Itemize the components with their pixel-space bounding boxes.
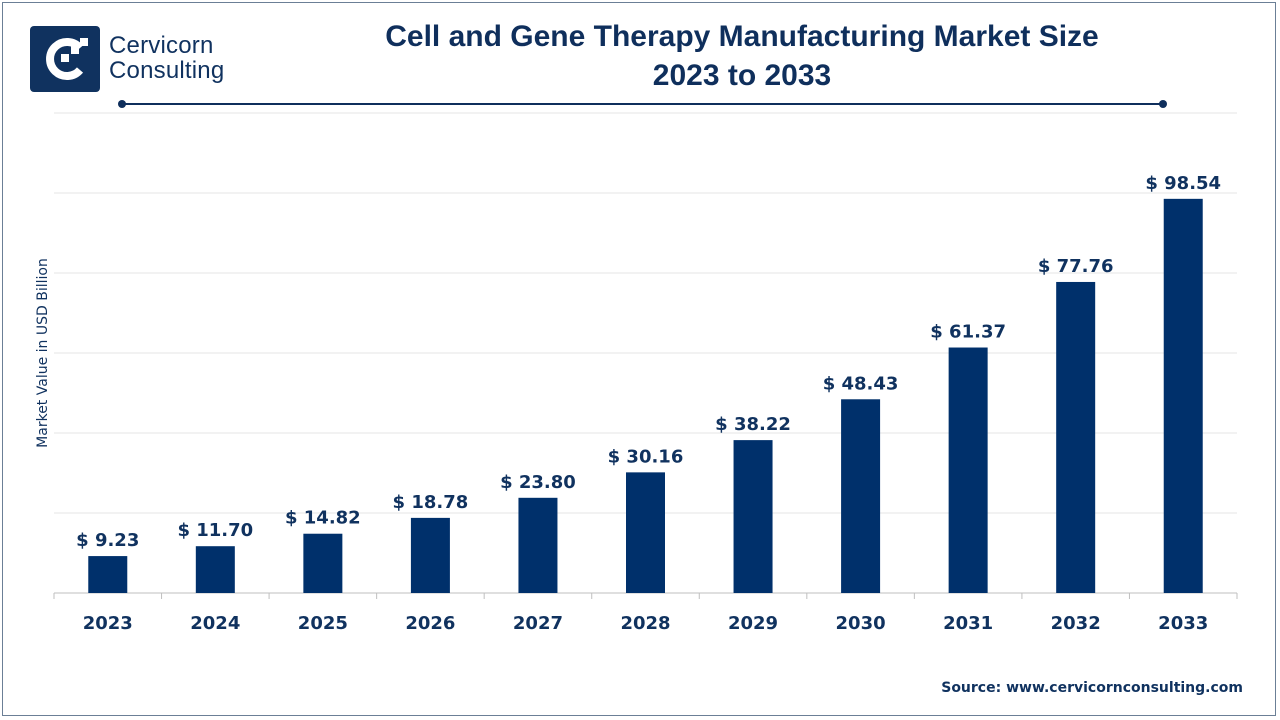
divider-dot-left (118, 100, 126, 108)
x-tick-label: 2025 (298, 613, 348, 634)
data-label: $ 18.78 (393, 492, 469, 513)
data-label: $ 61.37 (930, 322, 1006, 343)
x-tick-label: 2024 (190, 613, 240, 634)
bar (195, 546, 235, 593)
data-label: $ 30.16 (608, 446, 684, 467)
x-tick-label: 2028 (620, 613, 670, 634)
x-tick-label: 2033 (1158, 613, 1208, 634)
bar (518, 497, 558, 593)
bar (1056, 281, 1096, 593)
bar (841, 399, 881, 593)
x-tick-label: 2023 (83, 613, 133, 634)
data-label: $ 9.23 (76, 530, 139, 551)
data-label: $ 23.80 (500, 472, 576, 493)
data-label: $ 77.76 (1038, 256, 1114, 277)
x-tick-label: 2026 (405, 613, 455, 634)
data-label: $ 11.70 (177, 520, 253, 541)
y-axis-label: Market Value in USD Billion (35, 258, 51, 448)
data-label: $ 14.82 (285, 508, 361, 529)
divider-dot-right (1159, 100, 1167, 108)
title-divider (122, 103, 1165, 105)
bar (1163, 198, 1203, 593)
x-tick-label: 2030 (836, 613, 886, 634)
chart-title: Cell and Gene Therapy Manufacturing Mark… (385, 20, 1099, 53)
bar (733, 440, 773, 593)
bar-chart: $ 9.23 2023 $ 11.70 2024 $ 14.82 2025 $ 18.78 2… (53, 112, 1238, 634)
bar (626, 472, 665, 593)
cervicorn-logo-icon (30, 26, 100, 92)
brand-name-line2: Consulting (109, 57, 225, 84)
x-tick-label: 2032 (1051, 613, 1101, 634)
x-tick-label: 2031 (943, 613, 993, 634)
data-label: $ 98.54 (1145, 173, 1221, 194)
chart-subtitle: 2023 to 2033 (652, 59, 832, 92)
data-label: $ 48.43 (823, 373, 899, 394)
bar (410, 517, 450, 593)
bar (303, 533, 343, 593)
source-note: Source: www.cervicornconsulting.com (941, 680, 1243, 696)
brand-name-line1: Cervicorn (109, 32, 214, 59)
bar (948, 347, 988, 593)
x-tick-label: 2029 (728, 613, 778, 634)
data-label: $ 38.22 (715, 414, 791, 435)
x-tick-label: 2027 (513, 613, 563, 634)
bar (88, 556, 128, 593)
